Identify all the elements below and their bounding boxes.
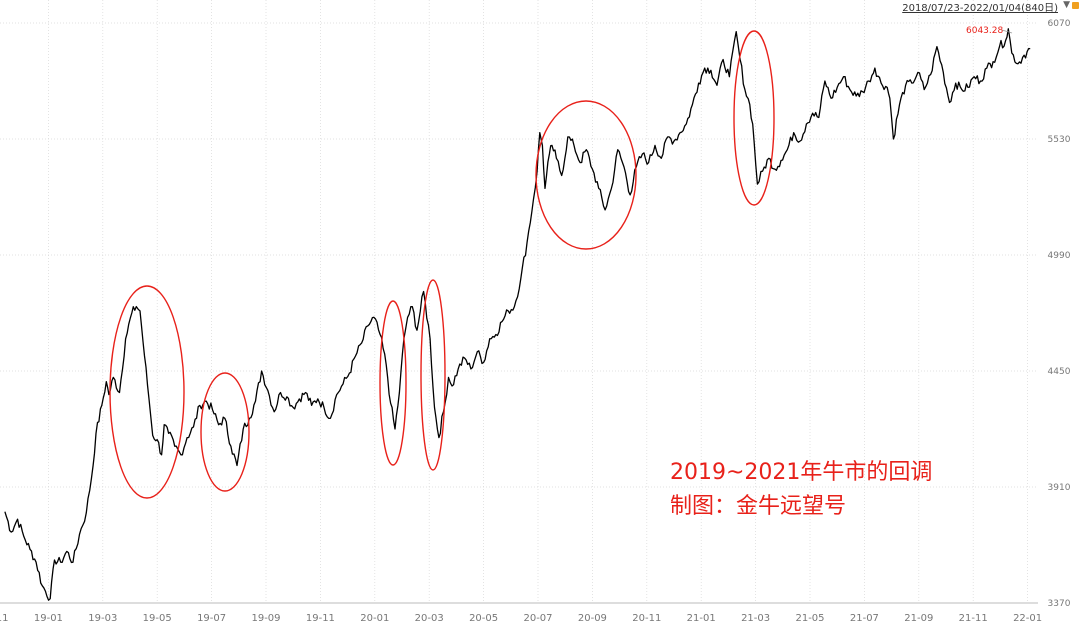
y-tick-label: 3910 [1048, 483, 1071, 493]
horizontal-gridlines [0, 22, 1038, 604]
x-tick-label: 19-09 [251, 613, 280, 624]
x-tick-label: 20-05 [469, 613, 498, 624]
x-tick-label: 20-11 [632, 613, 661, 624]
dropdown-arrow-icon[interactable]: ▼ [1063, 0, 1070, 10]
index-price-line [4, 28, 1031, 601]
x-tick-label: 19-05 [143, 613, 172, 624]
pullback-circle-6 [733, 30, 775, 206]
x-tick-label: 21-05 [795, 613, 824, 624]
x-tick-label: 22-01 [1013, 613, 1042, 624]
x-tick-label: 19-01 [34, 613, 63, 624]
x-tick-label: 20-01 [360, 613, 389, 624]
y-tick-label: 6070 [1048, 19, 1071, 29]
date-range-label[interactable]: 2018/07/23-2022/01/04(840日) [902, 3, 1058, 14]
x-tick-label: 21-07 [850, 613, 879, 624]
pullback-circles [109, 30, 775, 499]
x-tick-label: 19-11 [306, 613, 335, 624]
x-tick-label: 20-09 [578, 613, 607, 624]
x-tick-label: 18-11 [0, 613, 9, 624]
y-tick-label: 4990 [1048, 251, 1071, 261]
pullback-circle-1 [109, 285, 185, 499]
y-tick-label: 4450 [1048, 367, 1071, 377]
pullback-circle-4 [420, 279, 446, 471]
x-tick-label: 21-01 [687, 613, 716, 624]
pullback-circle-5 [535, 100, 637, 250]
x-tick-label: 19-03 [88, 613, 117, 624]
max-value-leader [1001, 29, 1013, 34]
x-tick-label: 19-07 [197, 613, 226, 624]
vertical-gridlines [48, 0, 1028, 603]
x-tick-label: 20-07 [523, 613, 552, 624]
x-tick-label: 21-11 [959, 613, 988, 624]
pullback-circle-3 [379, 300, 407, 466]
x-tick-label: 20-03 [415, 613, 444, 624]
annotation-credit: 制图：金牛远望号 [670, 494, 847, 519]
lock-icon[interactable] [1072, 2, 1079, 9]
annotation-title: 2019~2021年牛市的回调 [670, 460, 933, 485]
x-tick-label: 21-09 [904, 613, 933, 624]
max-value-label: 6043.28 [966, 26, 1003, 36]
y-tick-label: 3370 [1048, 599, 1071, 609]
y-tick-label: 5530 [1048, 135, 1071, 145]
pullback-circle-2 [200, 372, 250, 492]
x-tick-label: 21-03 [741, 613, 770, 624]
y-axis-tick-labels: 3370 3910 4450 4990 5530 6070 [1048, 19, 1071, 609]
x-axis-tick-labels: 18-11 19-01 19-03 19-05 19-07 19-09 19-11 20-01… [0, 613, 1042, 624]
